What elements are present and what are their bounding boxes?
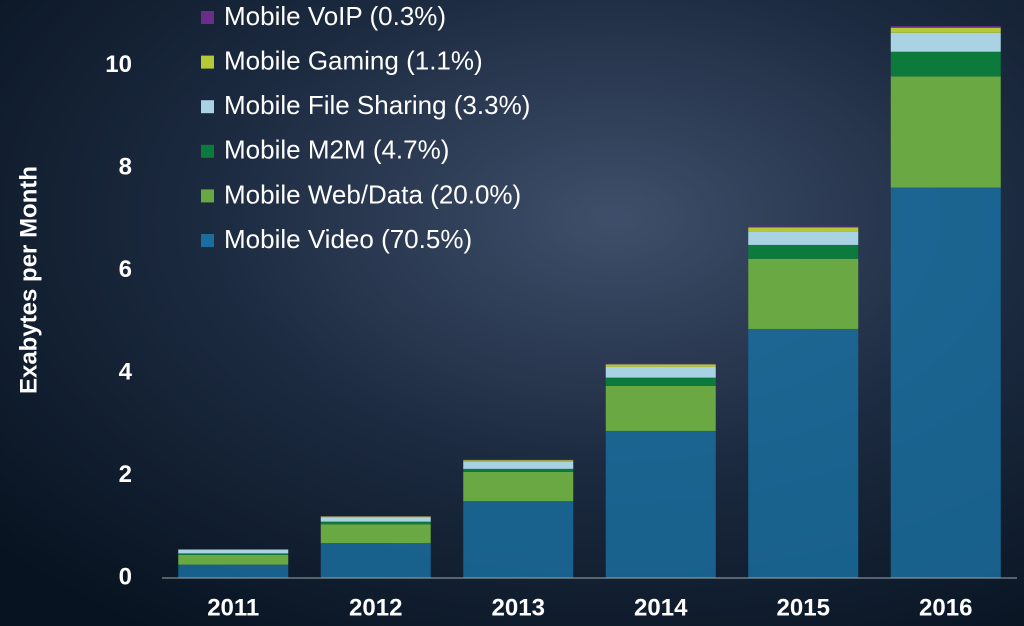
bar-segment xyxy=(890,187,1001,579)
legend-swatch xyxy=(201,55,214,69)
legend-swatch xyxy=(201,234,214,247)
bar-segment xyxy=(748,244,859,259)
bar-segment xyxy=(748,226,859,228)
bar-segment xyxy=(463,468,574,472)
bar-segment xyxy=(748,227,859,232)
bar-segment xyxy=(178,549,289,550)
legend-label: Mobile Gaming (1.1%) xyxy=(224,45,483,75)
bar-segment xyxy=(890,32,1001,52)
bar-segment xyxy=(463,501,574,578)
bar-segment xyxy=(890,76,1001,188)
y-tick-label: 0 xyxy=(119,563,132,590)
bar-segment xyxy=(320,516,431,518)
bar-segment xyxy=(178,554,289,565)
bar-segment xyxy=(605,363,716,365)
x-tick-label: 2014 xyxy=(634,594,688,621)
bar-segment xyxy=(605,385,716,431)
bar-segment xyxy=(605,364,716,367)
legend-swatch xyxy=(201,189,214,203)
legend-swatch xyxy=(201,144,214,158)
bar-segment xyxy=(320,521,431,525)
bar-segment xyxy=(178,549,289,554)
legend-swatch xyxy=(201,11,214,24)
bar-segment xyxy=(605,366,716,378)
legend-label: Mobile File Sharing (3.3%) xyxy=(224,90,530,120)
y-tick-label: 4 xyxy=(119,358,133,385)
y-tick-label: 2 xyxy=(119,461,132,488)
bar-segment xyxy=(463,459,574,461)
x-tick-label: 2011 xyxy=(207,594,259,621)
bar-segment xyxy=(463,461,574,469)
legend-label: Mobile VoIP (0.3%) xyxy=(224,1,446,31)
bar-segment xyxy=(605,377,716,386)
y-tick-label: 8 xyxy=(119,153,132,180)
y-axis-label: Exabytes per Month xyxy=(15,166,42,394)
x-tick-label: 2012 xyxy=(349,594,402,621)
bar-segment xyxy=(178,564,289,578)
bar-segment xyxy=(890,27,1001,33)
bar-segment xyxy=(320,517,431,522)
bar-segment xyxy=(890,26,1001,28)
y-tick-label: 10 xyxy=(105,51,132,78)
y-tick-label: 6 xyxy=(119,256,132,283)
bar-segment xyxy=(320,543,431,578)
bar-segment xyxy=(463,471,574,502)
legend-swatch xyxy=(201,100,214,114)
bar-segment xyxy=(748,231,859,245)
x-tick-label: 2015 xyxy=(777,594,830,621)
legend-label: Mobile Video (70.5%) xyxy=(224,224,472,254)
bar-segment xyxy=(748,328,859,578)
bar-segment xyxy=(748,258,859,329)
legend-label: Mobile Web/Data (20.0%) xyxy=(224,179,521,209)
bar-segment xyxy=(320,524,431,544)
legend-label: Mobile M2M (4.7%) xyxy=(224,135,449,165)
bar-segment xyxy=(463,460,574,462)
bar-segment xyxy=(605,430,716,578)
x-tick-label: 2013 xyxy=(492,594,545,621)
bar-segment xyxy=(890,51,1001,77)
bar-segment xyxy=(178,553,289,555)
x-tick-label: 2016 xyxy=(919,594,972,621)
